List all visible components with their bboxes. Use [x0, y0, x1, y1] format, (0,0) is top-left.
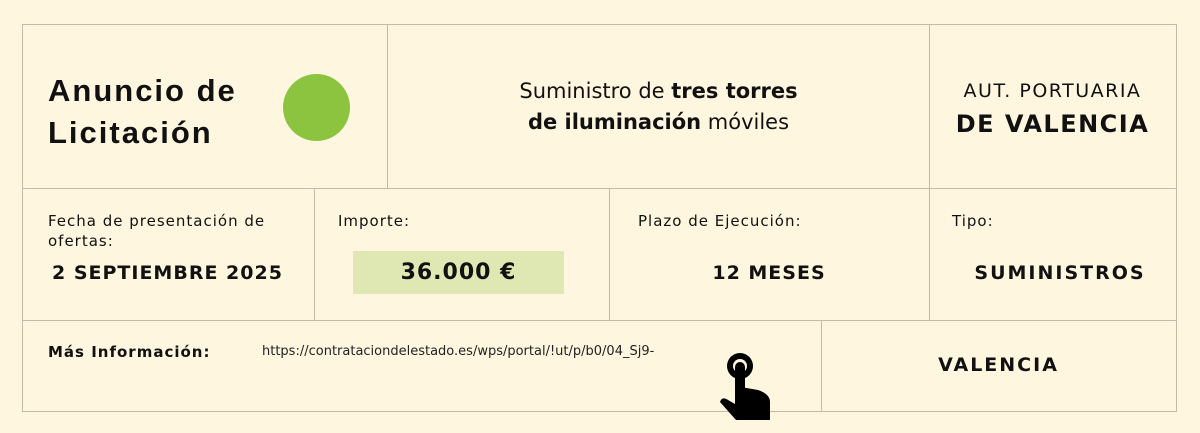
- location-value: VALENCIA: [938, 354, 1059, 376]
- plazo-label: Plazo de Ejecución:: [638, 212, 802, 230]
- authority-line-2: DE VALENCIA: [955, 110, 1150, 138]
- importe-value: 36.000 €: [353, 251, 564, 294]
- divider: [387, 24, 388, 188]
- tender-description: Suministro de tres torres de iluminación…: [388, 76, 929, 138]
- tipo-label: Tipo:: [952, 212, 994, 230]
- divider: [821, 320, 822, 412]
- divider: [609, 188, 610, 320]
- fecha-label: Fecha de presentación de ofertas:: [48, 212, 266, 250]
- divider: [314, 188, 315, 320]
- page-title: Anuncio de Licitación: [48, 70, 237, 154]
- fecha-value: 2 SEPTIEMBRE 2025: [52, 262, 283, 284]
- green-dot-icon: [283, 74, 350, 141]
- divider: [22, 320, 1177, 321]
- info-link[interactable]: https://contrataciondelestado.es/wps/por…: [262, 344, 655, 359]
- title-line-1: Anuncio de: [48, 73, 237, 108]
- title-line-2: Licitación: [48, 115, 213, 150]
- divider: [929, 24, 930, 320]
- info-label: Más Información:: [48, 343, 211, 361]
- divider: [22, 188, 1177, 189]
- desc-part: de iluminación: [527, 110, 702, 134]
- tipo-value: SUMINISTROS: [974, 262, 1146, 284]
- notice-frame: [22, 24, 1177, 412]
- importe-label: Importe:: [338, 212, 411, 230]
- pointing-hand-icon[interactable]: [718, 350, 772, 422]
- desc-part: Suministro de: [519, 79, 672, 103]
- authority-line-1: AUT. PORTUARIA: [963, 80, 1142, 102]
- desc-part: móviles: [701, 110, 790, 134]
- desc-part: tres torres: [671, 79, 798, 103]
- plazo-value: 12 MESES: [712, 262, 826, 284]
